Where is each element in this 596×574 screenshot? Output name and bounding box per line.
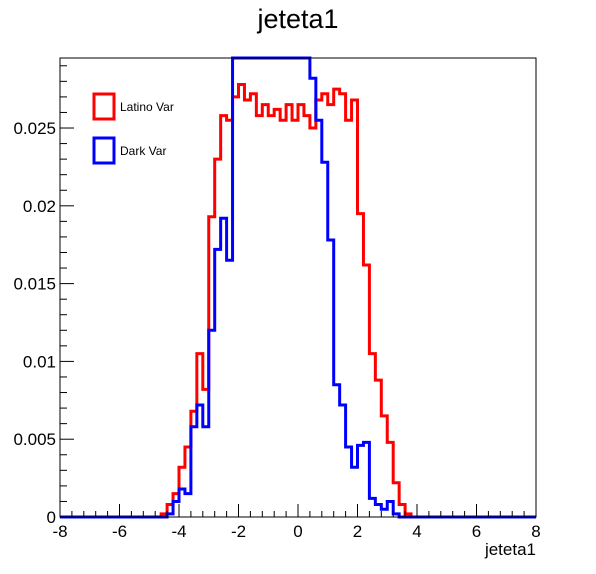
x-tick-label: 4: [412, 522, 421, 541]
x-tick-label: 2: [353, 522, 362, 541]
y-tick-label: 0.02: [23, 197, 56, 216]
legend-label: Dark Var: [120, 144, 166, 158]
x-tick-label: -6: [112, 522, 127, 541]
series-line-dark-var: [60, 58, 536, 517]
plot-frame: [60, 58, 536, 517]
legend-swatch: [94, 94, 114, 119]
y-tick-label: 0.01: [23, 352, 56, 371]
x-tick-label: 8: [531, 522, 540, 541]
legend-swatch: [94, 138, 114, 163]
x-tick-label: 0: [293, 522, 302, 541]
x-tick-label: -4: [171, 522, 186, 541]
y-tick-label: 0.005: [13, 430, 56, 449]
legend: Latino Var Dark Var: [94, 94, 174, 163]
x-axis-label: jeteta1: [484, 540, 536, 559]
histogram-layer: [60, 58, 536, 517]
y-tick-label: 0.015: [13, 275, 56, 294]
x-tick-label: -2: [231, 522, 246, 541]
y-tick-label: 0.025: [13, 119, 56, 138]
legend-label: Latino Var: [120, 100, 174, 114]
y-tick-label: 0: [47, 508, 56, 527]
x-tick-label: 6: [472, 522, 481, 541]
